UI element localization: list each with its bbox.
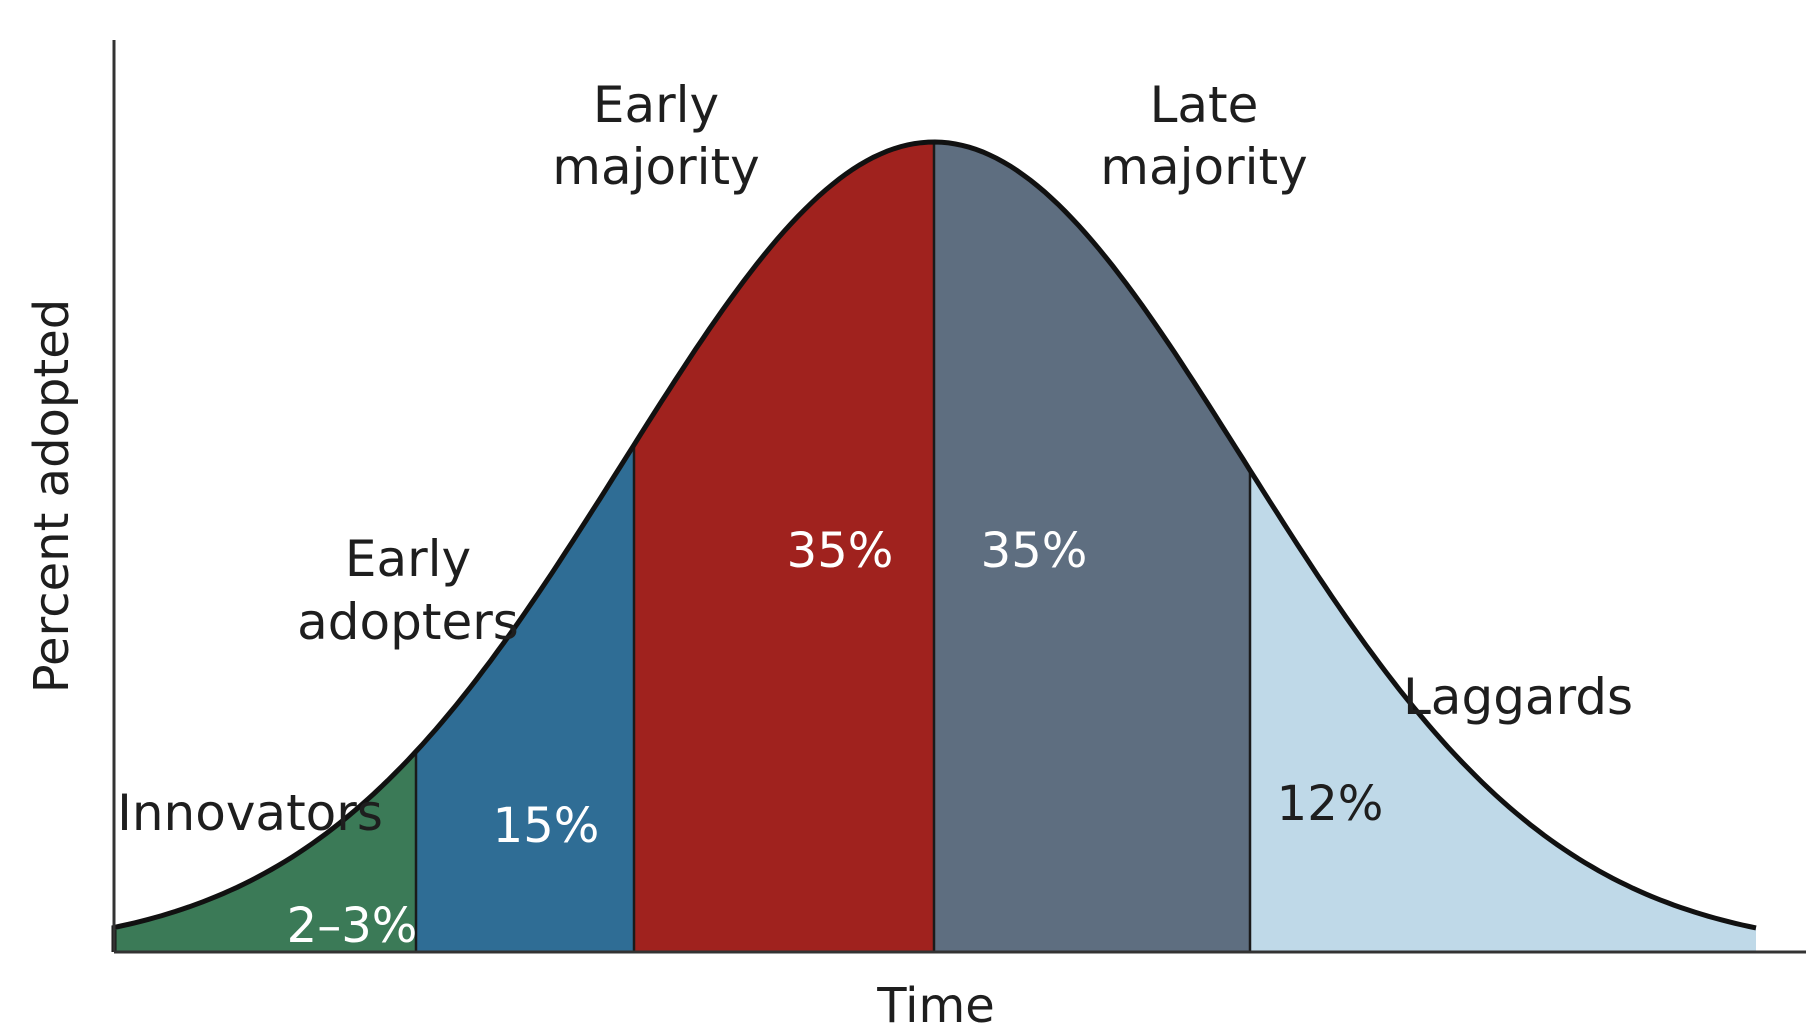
segment-label-late-majority: Late	[1150, 76, 1259, 134]
segment-area-early-adopters	[416, 444, 634, 952]
segment-value-laggards: 12%	[1277, 776, 1384, 832]
segment-label-laggards: Laggards	[1403, 668, 1633, 726]
segment-value-early-adopters: 15%	[493, 798, 600, 854]
segment-area-laggards	[1250, 470, 1756, 952]
dividers-layer	[414, 142, 1252, 952]
segment-value-late-majority: 35%	[981, 523, 1088, 579]
labels-layer: Innovators2–3%Earlyadopters15%Earlymajor…	[117, 76, 1633, 954]
segment-label-innovators: Innovators	[117, 784, 383, 842]
y-axis-title: Percent adopted	[24, 299, 80, 693]
segment-area-early-majority	[634, 142, 934, 952]
bell-curve-outline	[111, 139, 1757, 952]
x-axis-title: Time	[876, 978, 994, 1030]
segment-label-early-adopters: Early	[345, 530, 471, 588]
segment-value-early-majority: 35%	[787, 523, 894, 579]
segments-layer	[114, 142, 1756, 952]
segment-label-early-adopters: adopters	[297, 593, 519, 651]
segment-value-innovators: 2–3%	[287, 898, 418, 954]
segment-label-late-majority: majority	[1100, 138, 1307, 196]
segment-area-late-majority	[934, 142, 1250, 952]
segment-label-early-majority: majority	[552, 138, 759, 196]
segment-area-innovators	[114, 751, 416, 952]
segment-label-early-majority: Early	[593, 76, 719, 134]
